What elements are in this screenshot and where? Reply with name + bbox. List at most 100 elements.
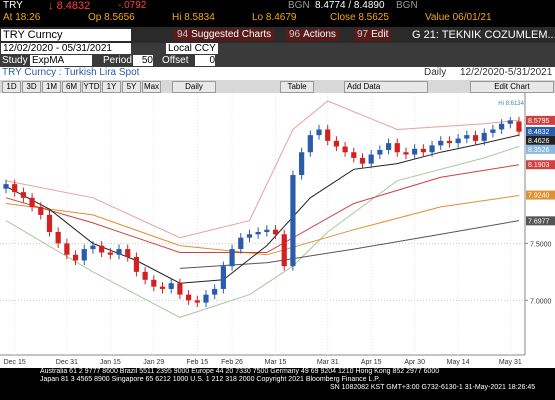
value-tag [526, 115, 555, 125]
candle-body [238, 237, 244, 250]
chart-range: 12/2/2020-5/31/2021 [460, 67, 553, 78]
candle-body [116, 249, 122, 255]
menu-tab[interactable]: 94 Suggested Charts [174, 29, 275, 41]
value-tag [526, 216, 555, 226]
chart-name: G 21: TEKNIK COZUMLEM... [412, 29, 555, 41]
overlay-line [179, 220, 520, 269]
candle-body [429, 145, 435, 153]
value-tag-label: 8.3526 [528, 147, 550, 154]
value-date: Value 06/01/21 [425, 12, 492, 23]
candle-body [455, 138, 461, 144]
offset[interactable]: 0 [195, 55, 215, 66]
last-price: ↓ 8.4832 [48, 0, 91, 12]
candle-body [151, 279, 157, 287]
bid-ask: 8.4774 / 8.4890 [315, 0, 385, 11]
candle-body [90, 245, 96, 250]
add-data-button[interactable]: Add Data [344, 81, 428, 93]
candle-body [81, 249, 87, 261]
candle-body [159, 286, 166, 289]
period-button[interactable]: 1M [42, 81, 61, 93]
footer-line: Japan 81 3 4565 8900 Singapore 65 6212 1… [40, 376, 381, 383]
footer: Australia 61 2 9777 8600 Brazil 5511 239… [0, 368, 555, 400]
candle-body [507, 120, 513, 124]
low: Lo 8.4679 [252, 12, 297, 23]
x-tick-label: Mar 31 [317, 359, 339, 366]
x-tick-label: May 31 [499, 359, 522, 366]
period[interactable]: 50 [133, 55, 153, 66]
value-tag-label: 7.9240 [528, 193, 550, 200]
frequency: Daily [424, 67, 447, 78]
last-value: 8.4832 [56, 0, 91, 12]
x-tick-label: May 14 [447, 359, 470, 366]
table-button[interactable]: Table [280, 81, 314, 93]
candle-body [325, 129, 331, 141]
footer-line: SN 1082082 KST GMT+3:00 G732-6130-1 31-M… [330, 384, 536, 391]
security-name: TRY Curncy : Turkish Lira Spot [2, 67, 140, 78]
security-input[interactable]: TRY Curncy [1, 29, 131, 41]
overlay-line [5, 100, 520, 239]
value-tag [526, 126, 555, 136]
study-name[interactable]: ExpMA [30, 55, 92, 66]
menu-tab[interactable]: 96 Actions [286, 29, 339, 41]
candle-body [229, 249, 235, 267]
frequency-button[interactable]: Daily [172, 81, 216, 93]
chart: 7.0000 7.5000 Dec 15 Dec 31 Jan 15 Jan 29 Feb … [0, 93, 555, 368]
candle-body [472, 135, 479, 141]
value-tag-label: 7.6977 [528, 218, 550, 225]
tab-label: Suggested Charts [191, 29, 272, 40]
overlay-line [5, 195, 520, 256]
candle-body [133, 257, 140, 272]
open: Op 8.5656 [88, 12, 135, 23]
change: -.0792 [118, 0, 147, 11]
tab-key: 94 [177, 29, 189, 40]
y-tick-label: 7.0000 [530, 298, 552, 305]
currency[interactable]: Local CCY [166, 43, 218, 54]
candle-body [107, 252, 113, 255]
period-button[interactable]: 1D [2, 81, 21, 93]
candle-body [377, 149, 383, 155]
menu-tab[interactable]: 97 Edit [354, 29, 392, 41]
period-button[interactable]: 1Y [102, 81, 121, 93]
candle-body [333, 140, 340, 147]
value-tag [526, 144, 555, 154]
candle-body [342, 146, 348, 153]
close: Close 8.5625 [330, 12, 389, 23]
candle-body [359, 157, 366, 164]
bid-source: BGN [288, 0, 310, 11]
candle-body [385, 143, 392, 150]
x-tick-label: Feb 15 [186, 359, 208, 366]
candle-body [412, 148, 418, 155]
period-button[interactable]: 5Y [122, 81, 141, 93]
date-range[interactable]: 12/02/2020 - 05/31/2021 [1, 43, 131, 54]
candle-body [142, 271, 148, 280]
candle-body [446, 140, 453, 144]
candle-body [177, 283, 183, 295]
ask-source: BGN [396, 0, 418, 11]
time: At 18:26 [3, 12, 41, 23]
candle-body [246, 234, 253, 238]
x-tick-label: Dec 15 [4, 359, 26, 366]
candle-body [255, 231, 261, 235]
ticker: TRY [3, 0, 23, 11]
value-tag-label: 8.5795 [528, 118, 550, 125]
period-button[interactable]: YTD [82, 81, 101, 93]
candle-body [20, 192, 26, 198]
range-bar: 12/02/2020 - 05/31/2021 Local CCY [0, 43, 555, 55]
edit-chart-button[interactable]: Edit Chart [470, 81, 554, 93]
candle-body [272, 229, 279, 235]
period-label: Period [103, 55, 132, 66]
x-tick-label: Feb 26 [221, 359, 243, 366]
study-label: Study [2, 55, 28, 66]
candle-body [420, 148, 426, 153]
x-tick-label: Apr 30 [404, 359, 425, 366]
candle-body [46, 214, 53, 232]
value-tag [526, 160, 555, 170]
tab-key: 97 [357, 29, 369, 40]
candle-body [99, 245, 105, 253]
y-tick-label: 7.5000 [530, 241, 552, 248]
period-button[interactable]: Max [142, 81, 161, 93]
period-button[interactable]: 3D [22, 81, 41, 93]
period-button[interactable]: 6M [62, 81, 81, 93]
value-tag [526, 135, 555, 145]
